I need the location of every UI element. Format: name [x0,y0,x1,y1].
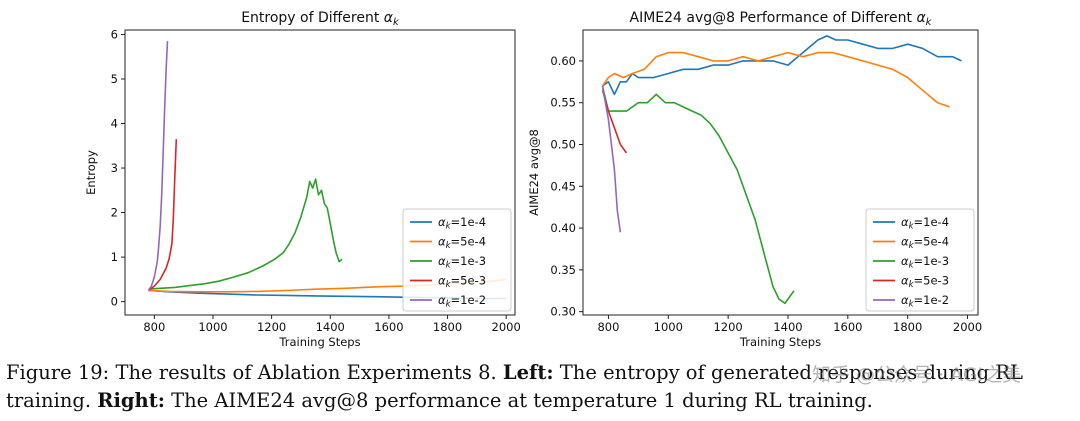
caption-text-1: The results of Ablation Experiments 8. [109,361,503,384]
x-tick-label: 1800 [433,320,462,334]
x-tick-label: 1400 [773,320,802,334]
caption-text-2: The entropy of generated responses durin… [6,361,1023,412]
chart-legend: αk=1e-4 αk=5e-4 αk=1e-3 αk=5e-3 αk=1e-2 [402,208,512,312]
y-tick-label: 6 [111,27,118,41]
x-tick-label: 2000 [953,320,982,334]
chart-panel-left: 800 1000 1200 1400 1600 1800 2000 0 1 2 3 4 5 6 Traini… [84,27,521,349]
series-line-3 [601,85,795,305]
y-tick-label: 0.55 [550,96,576,110]
chart-panel-right: 800 1000 1200 1400 1600 1800 2000 0.30 0.35 0.40 0… [527,29,982,349]
series-line-5 [601,85,622,233]
legend-entry: αk=1e-3 [438,254,486,271]
legend-entry: αk=1e-4 [901,215,949,232]
series-line-5 [147,41,169,291]
legend-entry: αk=1e-2 [438,293,486,310]
chart-legend: αk=1e-4 αk=5e-4 αk=1e-3 αk=5e-3 αk=1e-2 [865,208,975,312]
y-axis-label: Entropy [84,150,98,195]
x-tick-label: 1800 [893,320,922,334]
plot-frame [124,29,516,316]
y-tick-label: 1 [111,250,118,264]
figure-caption: Figure 19: The results of Ablation Exper… [6,359,1076,415]
x-tick-label: 800 [143,320,165,334]
x-tick-label: 1000 [198,320,227,334]
chart-title: AIME24 avg@8 Performance of Different αk [630,10,933,28]
legend-entry: αk=5e-3 [438,274,486,291]
watermark: 知乎 @公众号 · AGI之美 [812,364,1022,386]
legend-box [865,208,975,312]
y-tick-label: 0.30 [550,305,576,319]
chart-title: Entropy of Different αk [241,10,400,28]
y-tick-label: 5 [111,72,118,86]
x-tick-label: 1600 [833,320,862,334]
x-axis-label: Training Steps [739,335,821,349]
caption-left-label: Left: [502,361,554,384]
y-tick-label: 0.35 [550,263,576,277]
y-axis-label: AIME24 avg@8 [527,129,541,216]
x-tick-label: 1200 [713,320,742,334]
x-tick-label: 1400 [316,320,345,334]
legend-entry: αk=5e-4 [438,235,486,252]
y-tick-label: 4 [111,117,118,131]
legend-entry: αk=5e-4 [901,235,949,252]
y-tick-label: 0.45 [550,179,576,193]
plot-frame [582,29,979,316]
legend-entry: αk=5e-3 [901,274,949,291]
y-tick-label: 0.40 [550,221,576,235]
y-tick-label: 0.50 [550,138,576,152]
x-tick-label: 2000 [492,320,521,334]
figure-canvas: 800 1000 1200 1400 1600 1800 2000 0 1 2 3 4 5 6 Traini… [84,10,982,349]
caption-text-3: The AIME24 avg@8 performance at temperat… [164,389,873,412]
series-line-1 [602,35,962,96]
caption-right-label: Right: [97,389,165,412]
x-tick-label: 800 [597,320,619,334]
series-line-4 [148,139,178,292]
x-tick-label: 1200 [257,320,286,334]
x-axis-label: Training Steps [278,335,360,349]
series-line-3 [148,178,343,290]
legend-box [402,208,512,312]
caption-label: Figure 19: [6,361,110,384]
series-line-2 [601,51,950,108]
x-tick-label: 1000 [654,320,683,334]
legend-entry: αk=1e-3 [901,254,949,271]
y-tick-label: 2 [111,206,118,220]
legend-entry: αk=1e-2 [901,293,949,310]
y-tick-label: 0 [111,295,118,309]
legend-entry: αk=1e-4 [438,215,486,232]
x-tick-label: 1600 [374,320,403,334]
y-tick-label: 3 [111,161,118,175]
y-tick-label: 0.60 [550,54,576,68]
